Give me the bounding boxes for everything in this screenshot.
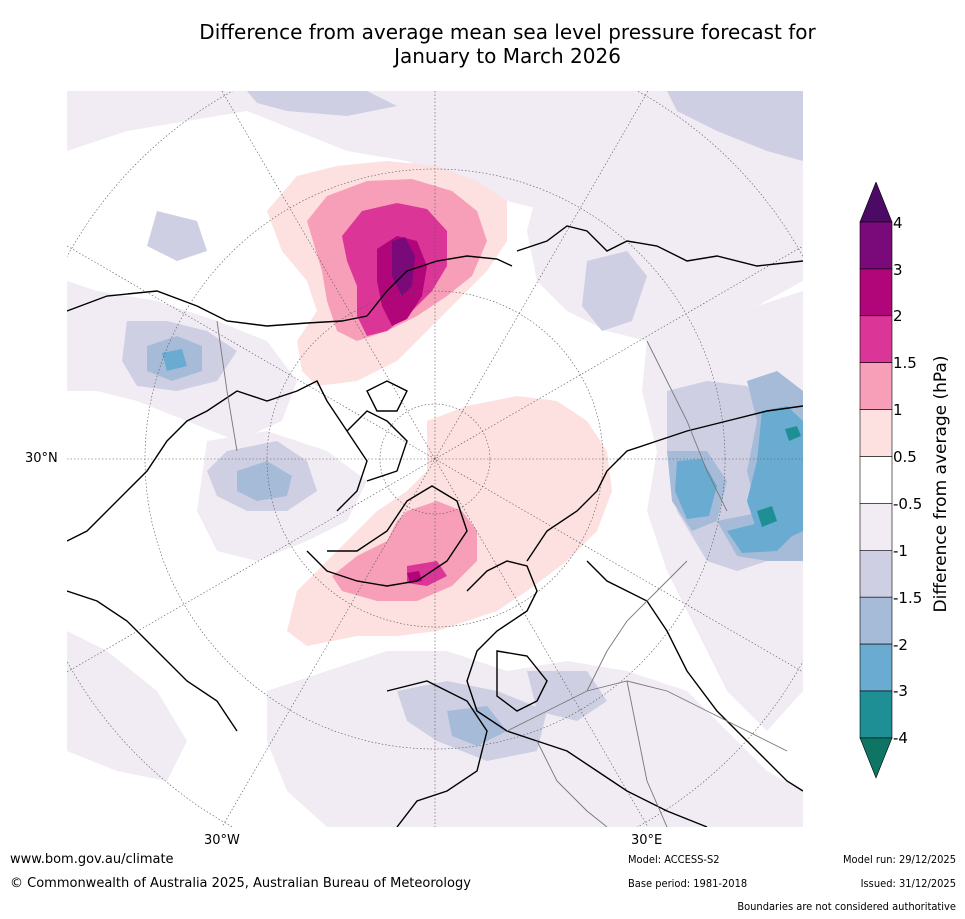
- colorbar-band: [859, 690, 893, 739]
- country-borders: [216, 320, 788, 827]
- colorbar-extend-bottom: [859, 737, 893, 779]
- coastlines: [67, 225, 803, 827]
- colorbar-band: [859, 596, 893, 645]
- colorbar-band: [859, 409, 893, 457]
- colorbar-band: [859, 549, 893, 598]
- chart-title: Difference from average mean sea level p…: [0, 20, 965, 68]
- footer-base-period: Base period: 1981-2018: [628, 877, 748, 890]
- map-panel: [67, 91, 803, 827]
- colorbar-tick-label: -1: [893, 542, 908, 560]
- colorbar-band: [859, 503, 893, 551]
- colorbar-band: [859, 268, 893, 317]
- colorbar-band: [859, 362, 893, 410]
- colorbar-tick-label: 4: [893, 214, 903, 232]
- colorbar-band: [859, 315, 893, 364]
- colorbar-extend-top: [859, 181, 893, 223]
- colorbar-tick-label: 0.5: [893, 448, 917, 466]
- colorbar-scale: [859, 181, 893, 779]
- footer-issued: Issued: 31/12/2025: [860, 877, 956, 890]
- colorbar-tick-label: -1.5: [893, 589, 923, 607]
- title-line-1: Difference from average mean sea level p…: [199, 20, 816, 44]
- lon-label-30w: 30°W: [204, 833, 240, 848]
- colorbar-band: [859, 456, 893, 504]
- footer-website: www.bom.gov.au/climate: [10, 852, 174, 867]
- polar-map: [67, 91, 803, 827]
- footer-disclaimer: Boundaries are not considered authoritat…: [737, 900, 956, 913]
- colorbar-tick-label: -4: [893, 729, 908, 747]
- colorbar-tick-label: -2: [893, 636, 908, 654]
- lat-label-30n: 30°N: [25, 451, 58, 466]
- colorbar-tick-label: -0.5: [893, 495, 923, 513]
- title-line-2: January to March 2026: [394, 44, 621, 68]
- footer-copyright: © Commonwealth of Australia 2025, Austra…: [10, 876, 471, 891]
- colorbar-tick-label: -3: [893, 682, 908, 700]
- graticule: [67, 91, 803, 827]
- colorbar-tick-label: 3: [893, 261, 903, 279]
- footer-model-run: Model run: 29/12/2025: [843, 853, 956, 866]
- colorbar-band: [859, 643, 893, 692]
- footer-model: Model: ACCESS-S2: [628, 853, 720, 866]
- colorbar-tick-label: 2: [893, 307, 903, 325]
- colorbar: [858, 181, 965, 782]
- anomaly-fill-plus-three: [392, 237, 415, 296]
- colorbar-title: Difference from average (hPa): [931, 355, 951, 613]
- colorbar-tick-label: 1: [893, 401, 903, 419]
- lon-label-30e: 30°E: [631, 833, 663, 848]
- colorbar-tick-label: 1.5: [893, 354, 917, 372]
- anomaly-fill-minus-three: [757, 426, 801, 527]
- colorbar-band: [859, 221, 893, 270]
